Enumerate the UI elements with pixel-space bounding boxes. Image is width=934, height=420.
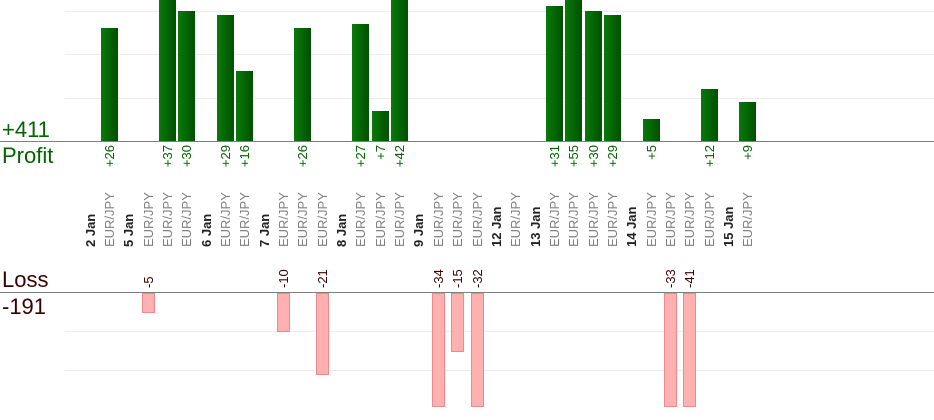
- profit-bar: [700, 88, 718, 141]
- date-label: 9 Jan: [411, 213, 427, 247]
- profit-bar: [236, 71, 254, 141]
- profit-bar: [216, 14, 234, 141]
- loss-value-label: -10: [276, 269, 291, 288]
- loss-value-label: -32: [469, 269, 485, 288]
- profit-value-label: +31: [546, 145, 562, 168]
- loss-bar: [315, 293, 329, 375]
- profit-value-label: +29: [604, 145, 620, 168]
- profit-value-label: +16: [237, 145, 253, 168]
- loss-bar: [451, 293, 465, 352]
- date-label: 8 Jan: [334, 213, 350, 247]
- loss-bar: [277, 293, 290, 332]
- loss-gridline: [65, 331, 934, 332]
- profit-value-label: +37: [159, 145, 175, 168]
- profit-gridline: [65, 54, 934, 55]
- loss-value-label: -33: [663, 269, 678, 288]
- loss-value-label: -5: [140, 276, 156, 288]
- date-label: 6 Jan: [198, 213, 214, 247]
- profit-value-label: +42: [392, 145, 408, 168]
- loss-total: -191: [2, 294, 47, 319]
- date-label: 13 Jan: [527, 206, 543, 247]
- profit-baseline: [0, 141, 934, 142]
- loss-gridline: [65, 370, 934, 371]
- loss-bar: [141, 293, 155, 313]
- date-label: 2 Jan: [82, 213, 98, 247]
- profit-bar: [178, 10, 196, 141]
- loss-value-label: -34: [430, 269, 446, 288]
- profit-total: +411: [2, 117, 50, 142]
- profit-bar: [371, 110, 389, 141]
- profit-bar: [294, 27, 312, 141]
- profit-label: Profit: [2, 143, 54, 168]
- pair-label: EUR/JPY: [430, 192, 446, 247]
- profit-value-label: +55: [566, 145, 582, 168]
- profit-bar: [739, 101, 757, 141]
- profit-value-label: +29: [217, 145, 233, 168]
- profit-bar: [584, 10, 602, 141]
- loss-bar: [431, 293, 445, 407]
- loss-label: Loss: [2, 267, 49, 292]
- date-label: 5 Jan: [121, 213, 137, 247]
- loss-baseline: [0, 292, 934, 293]
- pair-label: EUR/JPY: [314, 192, 330, 247]
- pair-label: EUR/JPY: [469, 192, 485, 247]
- date-label: 15 Jan: [721, 206, 737, 247]
- profit-bar: [352, 23, 370, 141]
- profit-bar: [642, 119, 660, 141]
- profit-value-label: +5: [643, 145, 659, 160]
- loss-value-label: -15: [450, 269, 466, 288]
- profit-value-label: +27: [353, 145, 369, 168]
- profit-bar: [545, 6, 563, 141]
- pair-label: EUR/JPY: [276, 192, 291, 247]
- profit-value-label: +30: [179, 145, 195, 168]
- profit-bar: [158, 0, 176, 141]
- profit-value-label: +12: [701, 145, 717, 168]
- profit-value-label: +9: [740, 145, 756, 160]
- loss-bar: [470, 293, 484, 407]
- profit-gridline: [65, 98, 934, 99]
- pair-label: EUR/JPY: [682, 192, 698, 247]
- profit-bar: [565, 0, 583, 141]
- profit-gridline: [65, 11, 934, 12]
- profit-value-label: +26: [101, 145, 117, 168]
- pair-label: EUR/JPY: [663, 192, 678, 247]
- date-label: 12 Jan: [488, 206, 504, 247]
- loss-bar: [664, 293, 677, 407]
- profit-value-label: +7: [372, 145, 388, 160]
- pair-label: EUR/JPY: [508, 192, 524, 247]
- pair-label: EUR/JPY: [140, 192, 156, 247]
- pair-label: EUR/JPY: [450, 192, 466, 247]
- loss-value-label: -41: [682, 269, 698, 288]
- profit-bar: [603, 14, 621, 141]
- loss-bar: [683, 293, 697, 407]
- date-label: 14 Jan: [624, 206, 640, 247]
- date-label: 7 Jan: [256, 213, 272, 247]
- profit-bar: [391, 0, 409, 141]
- profit-value-label: +30: [585, 145, 601, 168]
- profit-bar: [100, 27, 118, 141]
- profit-value-label: +26: [295, 145, 311, 168]
- loss-value-label: -21: [314, 269, 330, 288]
